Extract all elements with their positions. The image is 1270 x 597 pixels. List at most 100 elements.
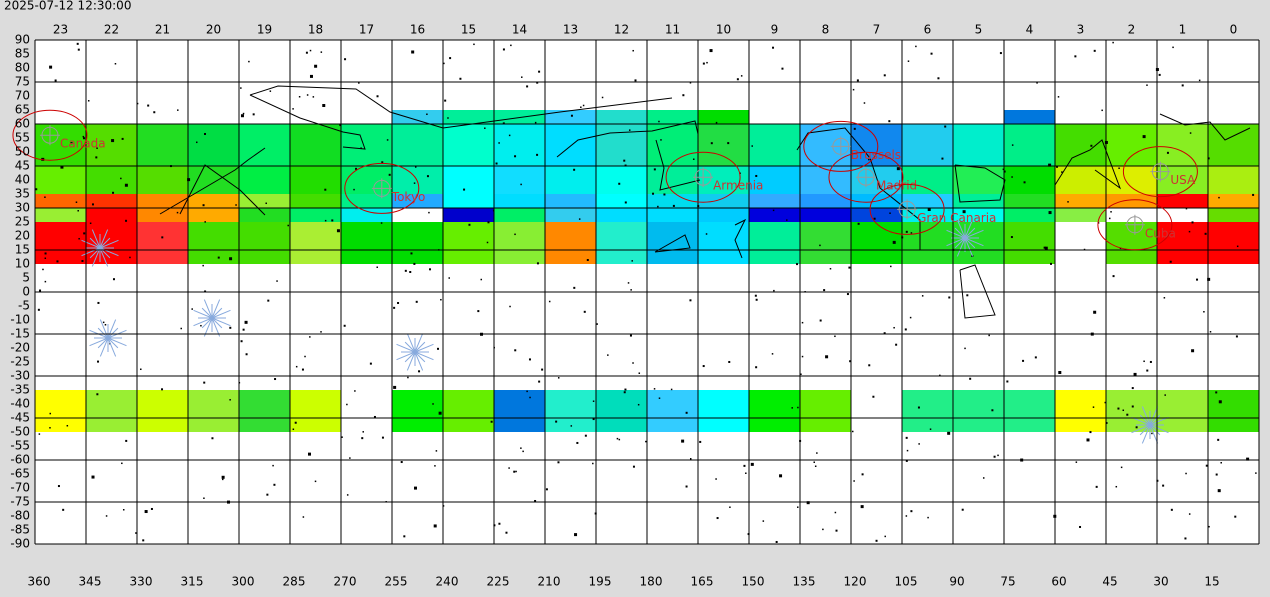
ra-hour-label: 21 <box>155 23 170 37</box>
star <box>548 300 551 303</box>
star <box>557 377 560 379</box>
ra-hour-label: 12 <box>614 23 629 37</box>
place-label: Cuba <box>1145 226 1176 240</box>
star <box>1061 171 1063 173</box>
ra-degree-label: 285 <box>283 575 306 589</box>
star <box>125 219 128 222</box>
star <box>1208 525 1210 528</box>
star <box>509 305 511 308</box>
star <box>1108 217 1111 220</box>
star <box>905 436 908 439</box>
star <box>857 222 860 225</box>
heat-cell <box>800 166 851 194</box>
star <box>892 240 896 244</box>
burst-ray <box>89 337 109 347</box>
heat-cell <box>188 124 239 166</box>
star <box>856 79 859 82</box>
star <box>893 326 895 329</box>
star <box>1189 132 1192 134</box>
star <box>1188 230 1191 233</box>
star <box>514 349 517 352</box>
star <box>660 139 662 141</box>
star <box>413 262 416 265</box>
ra-degree-label: 330 <box>130 575 153 589</box>
star <box>320 331 322 333</box>
burst-ray <box>954 227 966 239</box>
heat-cell <box>1004 194 1055 208</box>
heat-cell <box>443 390 494 432</box>
star <box>301 368 304 371</box>
burst-ray <box>99 247 119 257</box>
dec-label: -85 <box>10 523 30 537</box>
star <box>248 60 250 63</box>
star <box>49 412 52 415</box>
heat-cell <box>545 390 596 432</box>
heat-cell <box>596 110 647 124</box>
burst-ray <box>414 351 426 363</box>
star <box>689 82 692 84</box>
heat-cell <box>494 110 545 124</box>
burst-ray <box>107 337 119 349</box>
star <box>797 506 799 508</box>
star <box>83 232 86 235</box>
star <box>418 370 421 373</box>
heat-cell <box>86 208 137 222</box>
star <box>429 268 432 271</box>
heat-cell <box>35 194 86 208</box>
heat-cell <box>596 124 647 166</box>
star <box>161 236 164 239</box>
ra-degree-label: 120 <box>844 575 867 589</box>
heat-cell <box>137 208 188 222</box>
star <box>515 470 517 473</box>
star <box>336 229 340 233</box>
star <box>781 67 784 70</box>
star <box>772 209 775 212</box>
star <box>514 233 516 236</box>
star <box>710 142 713 145</box>
burst-ray <box>107 319 117 339</box>
star <box>124 183 128 187</box>
star <box>473 43 475 46</box>
dec-label: 70 <box>15 89 30 103</box>
star <box>915 45 917 48</box>
star <box>1166 151 1169 154</box>
star <box>49 65 53 69</box>
star <box>910 510 913 513</box>
star <box>835 529 838 532</box>
star <box>754 294 757 297</box>
star <box>570 425 573 427</box>
star <box>346 494 349 496</box>
place-circle <box>344 162 420 214</box>
heat-cell <box>86 194 137 208</box>
dec-label: 65 <box>15 103 30 117</box>
star <box>863 102 866 104</box>
star <box>728 360 731 363</box>
star <box>514 155 517 158</box>
star <box>381 161 384 164</box>
star <box>773 289 775 292</box>
star <box>490 420 493 423</box>
star <box>1122 409 1125 412</box>
star <box>1255 472 1257 474</box>
heat-cell <box>443 208 494 222</box>
ra-hour-label: 1 <box>1179 23 1187 37</box>
star <box>1093 49 1096 52</box>
star <box>1163 297 1166 299</box>
star <box>403 535 406 538</box>
burst-ray <box>954 237 966 249</box>
star <box>272 464 274 467</box>
star <box>890 265 892 268</box>
star <box>1172 46 1174 49</box>
burst-ray <box>203 317 213 337</box>
ra-degree-label: 360 <box>28 575 51 589</box>
burst-ray <box>964 227 976 239</box>
star <box>851 430 854 433</box>
star <box>147 104 150 107</box>
heat-cell <box>188 390 239 432</box>
star <box>822 528 824 531</box>
star <box>309 74 313 78</box>
ra-hour-label: 11 <box>665 23 680 37</box>
star <box>1118 167 1120 170</box>
burst-ray <box>414 351 434 361</box>
